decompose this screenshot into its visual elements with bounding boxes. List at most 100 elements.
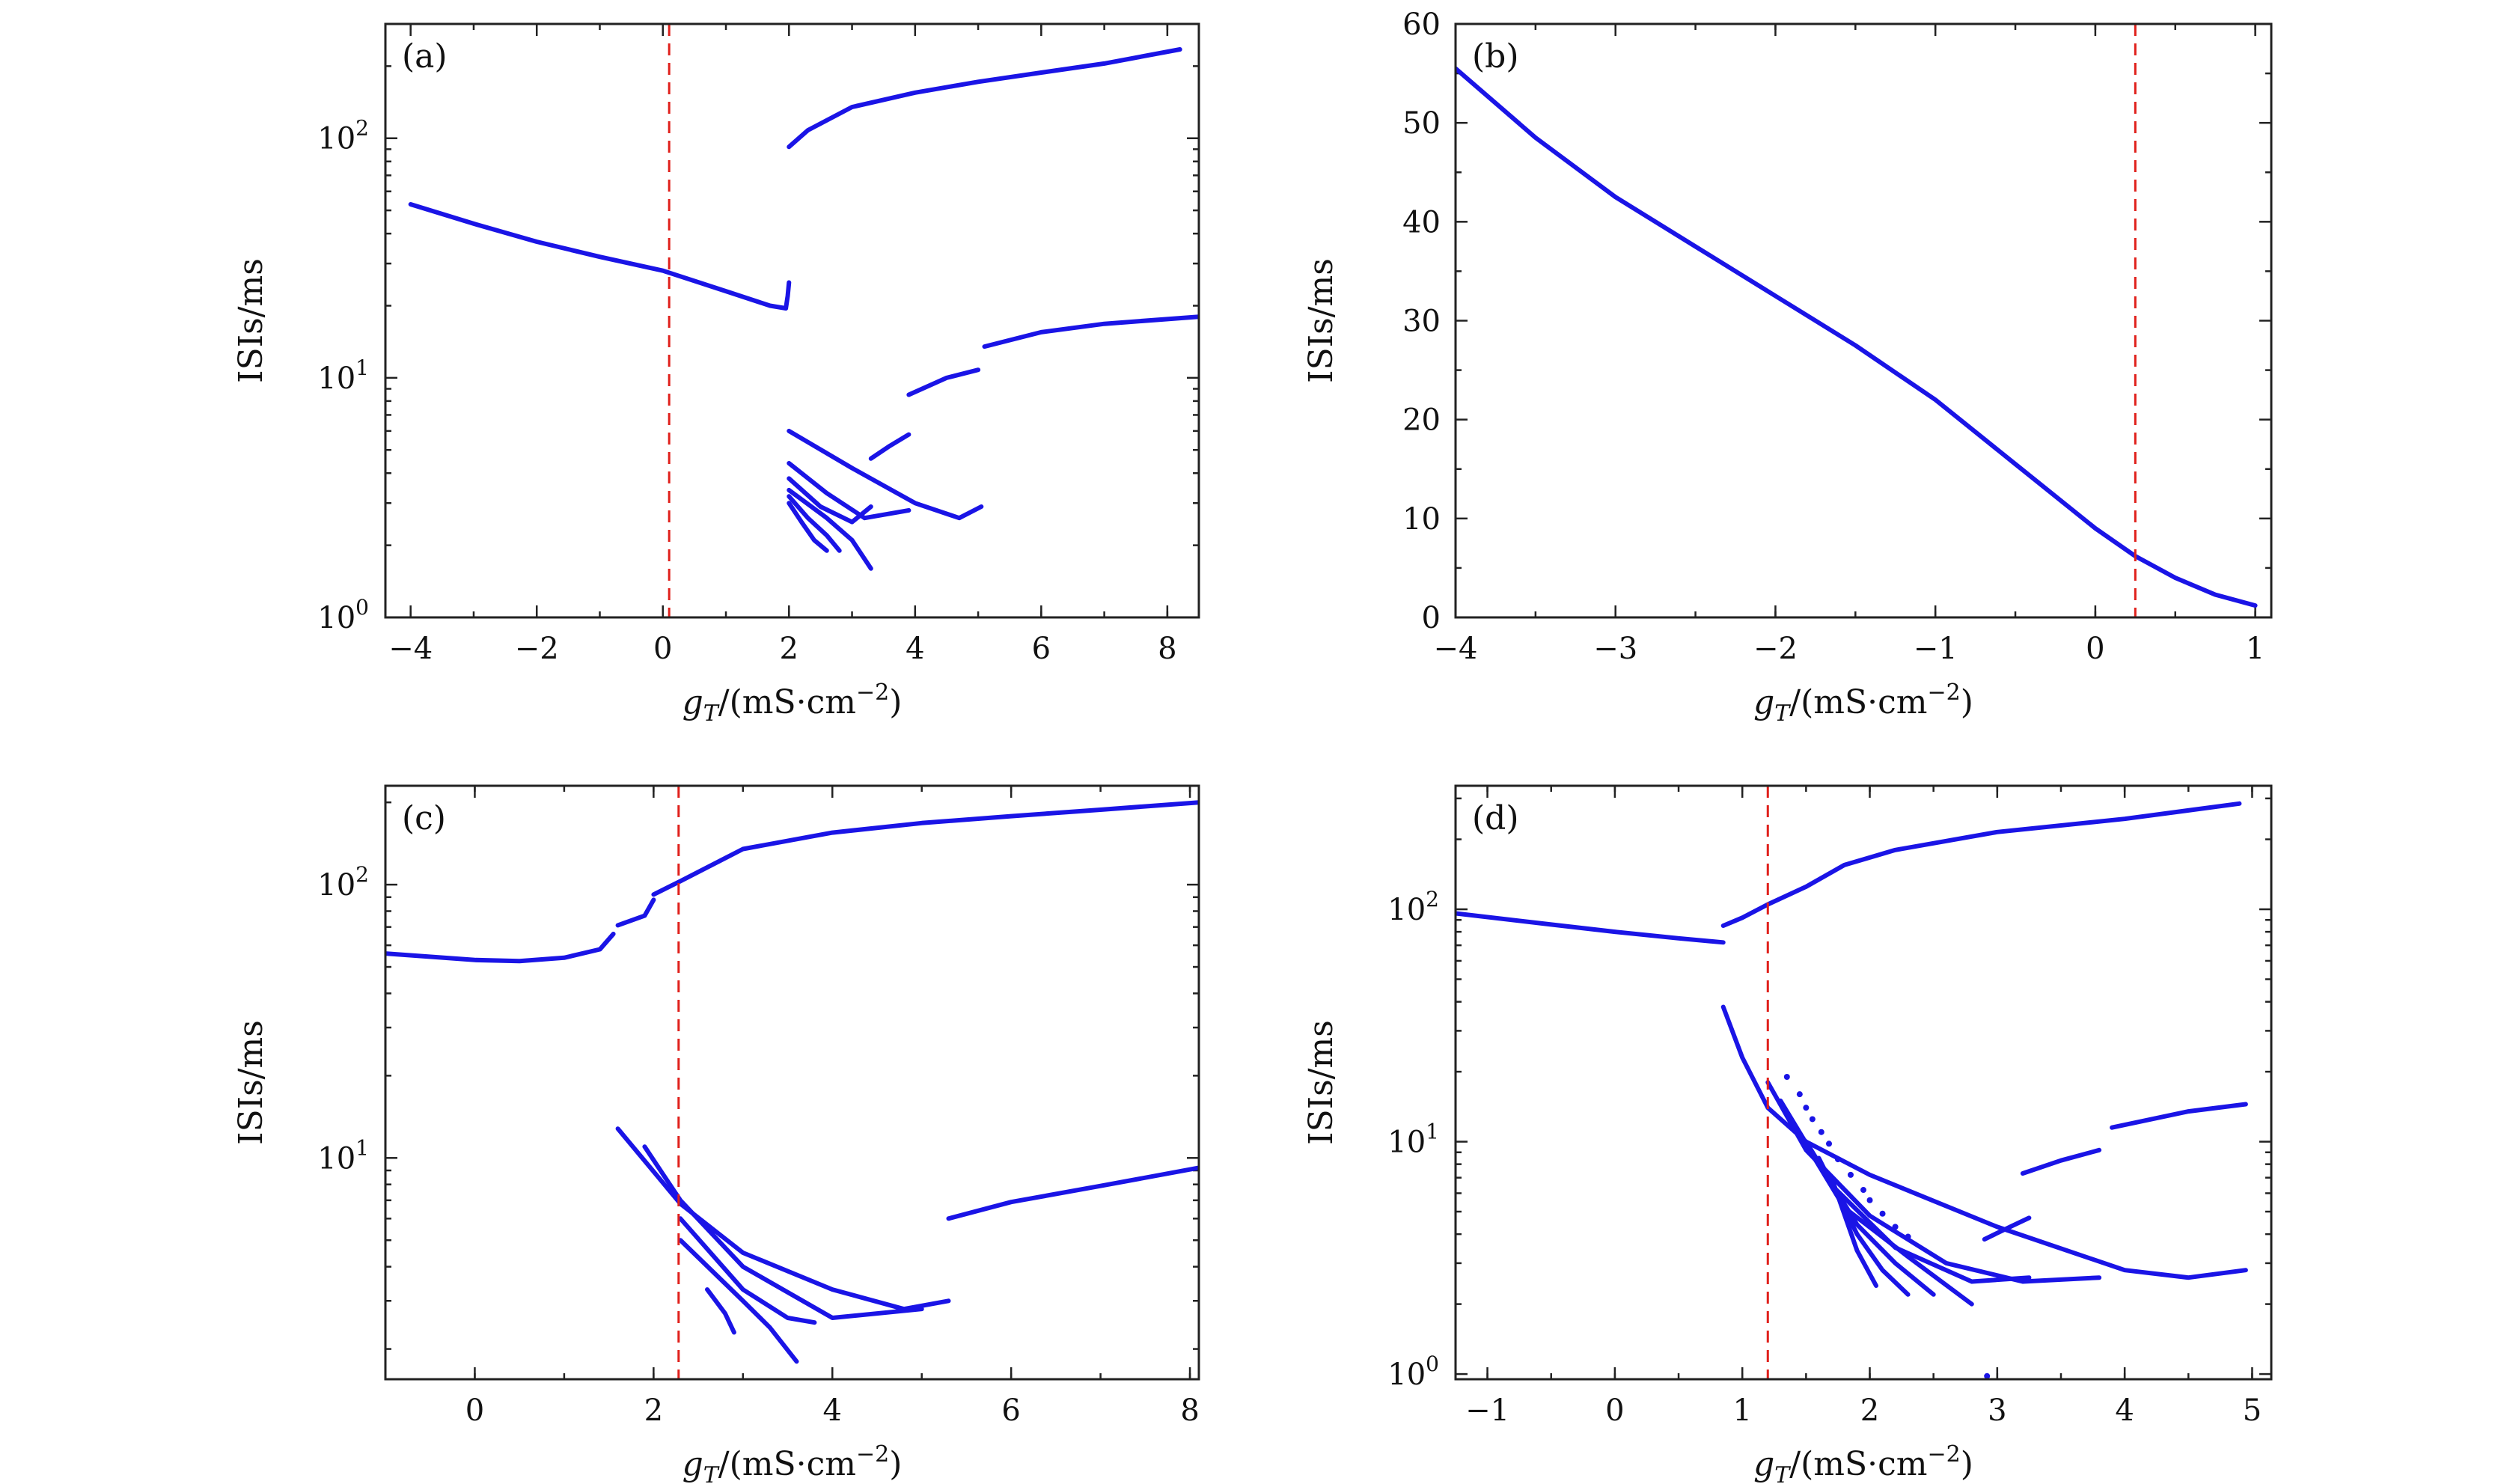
data-point bbox=[1847, 1171, 1854, 1178]
x-tick-label: 2 bbox=[780, 632, 798, 666]
series-d-4 bbox=[1982, 1215, 2032, 1242]
series-a-1 bbox=[784, 280, 792, 311]
y-tick-label: 60 bbox=[1402, 7, 1441, 42]
series-group bbox=[1456, 66, 2258, 608]
series-a-0 bbox=[408, 202, 789, 311]
y-tick-label: 0 bbox=[1422, 601, 1441, 635]
data-point bbox=[1818, 1129, 1824, 1135]
series-b-0 bbox=[1456, 66, 2258, 608]
series-a-8 bbox=[787, 476, 873, 525]
series-c-7 bbox=[678, 1238, 799, 1364]
plot-frame bbox=[384, 22, 1200, 619]
data-point bbox=[1892, 1224, 1899, 1230]
x-tick-label: −2 bbox=[515, 632, 559, 666]
x-axis-label: gT/(mS·cm−2) bbox=[683, 1441, 903, 1484]
plot-frame bbox=[384, 784, 1200, 1381]
series-a-5 bbox=[868, 432, 911, 461]
series-group bbox=[385, 800, 1199, 1364]
panel-label: (a) bbox=[402, 37, 448, 76]
y-tick-label: 102 bbox=[1387, 887, 1439, 927]
series-a-11 bbox=[787, 501, 829, 553]
y-tick-label: 101 bbox=[1387, 1120, 1439, 1160]
series-group bbox=[1456, 801, 2248, 1379]
x-tick-label: 1 bbox=[1732, 1393, 1751, 1428]
data-point bbox=[1984, 1372, 1991, 1379]
data-point bbox=[1826, 1141, 1833, 1147]
x-tick-label: 2 bbox=[644, 1393, 663, 1428]
series-d-3 bbox=[2020, 1147, 2102, 1176]
panel-label: (c) bbox=[402, 799, 446, 837]
series-c-1 bbox=[615, 897, 656, 928]
x-tick-label: −3 bbox=[1593, 632, 1637, 666]
x-tick-label: 3 bbox=[1988, 1393, 2006, 1428]
data-point bbox=[1834, 1156, 1841, 1163]
y-tick-label: 101 bbox=[317, 1135, 369, 1176]
x-tick-label: 6 bbox=[1001, 1393, 1020, 1428]
series-a-2 bbox=[787, 47, 1182, 150]
series-d-1 bbox=[1720, 801, 2242, 928]
x-tick-label: −2 bbox=[1753, 632, 1798, 666]
series-c-2 bbox=[651, 800, 1199, 897]
y-tick-label: 102 bbox=[317, 116, 369, 156]
y-axis-label: ISIs/ms bbox=[1302, 258, 1340, 383]
x-tick-label: −1 bbox=[1465, 1393, 1509, 1428]
data-point bbox=[1803, 1105, 1810, 1111]
data-point bbox=[1809, 1116, 1816, 1123]
x-tick-label: 0 bbox=[2086, 632, 2104, 666]
series-a-9 bbox=[787, 487, 873, 571]
series-c-3 bbox=[946, 1165, 1199, 1221]
series-d-6 bbox=[1765, 1080, 2102, 1284]
y-tick-label: 101 bbox=[317, 355, 369, 396]
data-point bbox=[1905, 1233, 1911, 1240]
y-tick-label: 100 bbox=[1387, 1352, 1439, 1392]
plot-frame bbox=[1454, 22, 2273, 619]
x-tick-label: 6 bbox=[1032, 632, 1051, 666]
x-tick-label: −4 bbox=[388, 632, 433, 666]
data-point bbox=[1796, 1091, 1803, 1098]
series-c-5 bbox=[642, 1144, 924, 1320]
x-tick-label: 1 bbox=[2246, 632, 2265, 666]
y-tick-label: 40 bbox=[1402, 205, 1441, 239]
x-tick-label: 0 bbox=[1605, 1393, 1624, 1428]
y-tick-label: 100 bbox=[317, 595, 369, 635]
x-tick-label: 2 bbox=[1860, 1393, 1879, 1428]
panel-b: −4 −3 −2 −1 0 10102030405060(b)gT/(mS·cm−2)IS… bbox=[1302, 7, 2273, 727]
data-point bbox=[1783, 1074, 1790, 1081]
data-point bbox=[1879, 1210, 1886, 1217]
series-c-8 bbox=[705, 1287, 736, 1335]
x-tick-label: 4 bbox=[823, 1393, 842, 1428]
data-point bbox=[1866, 1197, 1873, 1203]
y-tick-label: 30 bbox=[1402, 305, 1441, 339]
x-tick-label: 0 bbox=[653, 632, 672, 666]
x-tick-label: 8 bbox=[1180, 1393, 1199, 1428]
series-a-6 bbox=[787, 428, 984, 521]
series-c-6 bbox=[678, 1216, 817, 1325]
series-d-0 bbox=[1456, 911, 1726, 945]
y-axis-label: ISIs/ms bbox=[1302, 1020, 1340, 1145]
panel-label: (b) bbox=[1472, 37, 1519, 76]
y-axis-label: ISIs/ms bbox=[232, 258, 270, 383]
panel-a: −4 −2 0 2 4 6 8 100 101 102 (a) gT/(mS·cm−2) ISIs/ms bbox=[232, 22, 1200, 727]
y-tick-label: 102 bbox=[317, 862, 369, 903]
y-tick-label: 50 bbox=[1402, 106, 1441, 141]
series-d-5 bbox=[1720, 1004, 2248, 1280]
x-axis-label: gT/(mS·cm−2) bbox=[683, 680, 903, 727]
x-tick-label: 4 bbox=[2115, 1393, 2134, 1428]
series-group bbox=[408, 47, 1199, 571]
series-a-10 bbox=[787, 494, 842, 553]
x-axis-label: gT/(mS·cm−2) bbox=[1753, 680, 1973, 727]
y-axis-label: ISIs/ms bbox=[232, 1020, 270, 1145]
series-d-2 bbox=[2110, 1102, 2248, 1130]
series-a-3 bbox=[982, 314, 1199, 349]
data-point bbox=[1860, 1187, 1866, 1194]
x-tick-label: 4 bbox=[906, 632, 924, 666]
series-d-11 bbox=[1829, 1175, 1878, 1288]
x-tick-label: 0 bbox=[465, 1393, 484, 1428]
y-tick-label: 10 bbox=[1402, 502, 1441, 537]
panel-c: 0 2 4 6 8 101 102 (c) gT/(mS·cm−2) ISIs/ms bbox=[232, 784, 1200, 1484]
series-a-7 bbox=[787, 461, 911, 521]
x-tick-label: 5 bbox=[2243, 1393, 2262, 1428]
panel-label: (d) bbox=[1472, 799, 1519, 837]
x-axis-label: gT/(mS·cm−2) bbox=[1753, 1441, 1973, 1484]
